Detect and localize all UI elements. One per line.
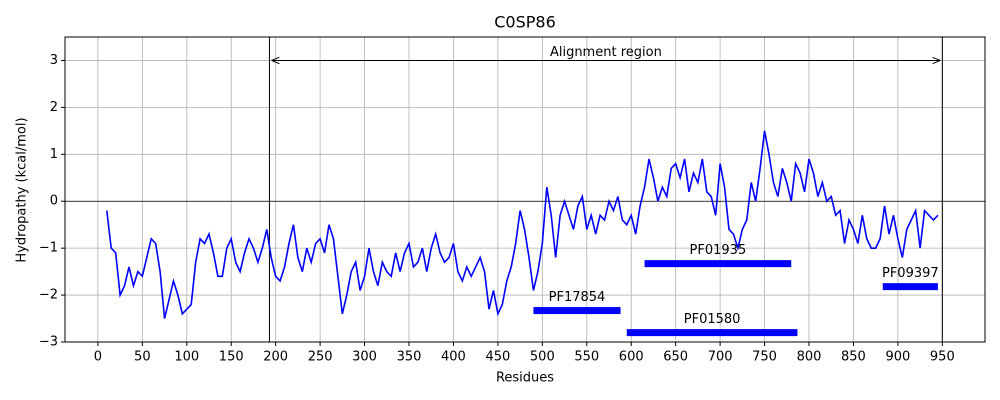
domain-bar xyxy=(882,283,938,291)
y-tick-label: 3 xyxy=(50,53,58,68)
x-tick-label: 100 xyxy=(174,350,199,365)
domain-label: PF09397 xyxy=(882,266,939,281)
x-tick-label: 0 xyxy=(94,350,102,365)
y-axis-label: Hydropathy (kcal/mol) xyxy=(15,117,30,262)
y-tick-label: 1 xyxy=(50,147,58,162)
x-tick-label: 350 xyxy=(397,350,422,365)
x-tick-label: 850 xyxy=(841,350,866,365)
chart-title: C0SP86 xyxy=(494,13,556,32)
x-tick-label: 650 xyxy=(663,350,688,365)
x-tick-label: 750 xyxy=(752,350,777,365)
x-tick-label: 600 xyxy=(619,350,644,365)
x-tick-label: 700 xyxy=(708,350,733,365)
x-tick-label: 800 xyxy=(797,350,822,365)
domain-bar xyxy=(533,307,621,315)
x-tick-label: 400 xyxy=(441,350,466,365)
domain-label: PF17854 xyxy=(549,290,606,305)
y-tick-label: −2 xyxy=(39,288,58,303)
x-tick-label: 250 xyxy=(308,350,333,365)
x-tick-label: 500 xyxy=(530,350,555,365)
annotation-label: Alignment region xyxy=(550,45,662,60)
x-tick-label: 150 xyxy=(219,350,244,365)
x-tick-label: 50 xyxy=(134,350,151,365)
domain-bar xyxy=(644,260,792,268)
y-tick-label: −1 xyxy=(39,241,58,256)
y-tick-label: 0 xyxy=(50,194,58,209)
x-axis-label: Residues xyxy=(496,371,554,386)
plot-frame xyxy=(64,36,986,343)
x-tick-label: 200 xyxy=(263,350,288,365)
x-tick-label: 950 xyxy=(930,350,955,365)
x-tick-label: 900 xyxy=(885,350,910,365)
y-tick-label: −3 xyxy=(39,335,58,350)
domain-label: PF01935 xyxy=(690,243,747,258)
hydropathy-line xyxy=(105,130,939,319)
x-tick-label: 300 xyxy=(352,350,377,365)
domain-bar xyxy=(626,329,798,337)
domain-label: PF01580 xyxy=(684,312,741,327)
x-tick-label: 450 xyxy=(485,350,510,365)
y-tick-label: 2 xyxy=(50,100,58,115)
x-tick-label: 550 xyxy=(574,350,599,365)
